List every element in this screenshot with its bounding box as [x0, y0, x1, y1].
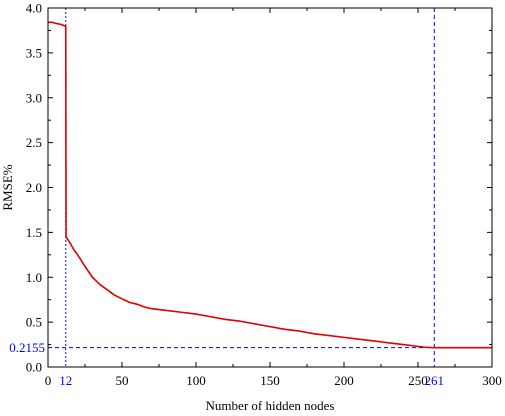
y-tick-label: 2.0 [26, 180, 42, 195]
plot-frame [47, 7, 493, 368]
x-tick-label: 200 [334, 373, 354, 388]
y-tick-label: 0.5 [26, 315, 42, 330]
x-tick-label: 300 [482, 373, 502, 388]
y-tick-label: 2.5 [26, 135, 42, 150]
y-tick-label: 1.0 [26, 270, 42, 285]
annotation-layer: 0.2155 12 261 [9, 8, 492, 388]
y-tick-label: 3.5 [26, 45, 42, 60]
series-layer [48, 21, 492, 349]
ticks-layer: 0 50 100 150 200 250 300 0.0 0.5 1.0 1.5 2.0 2.5 3.0 3… [26, 1, 502, 389]
x-tick-label: 100 [186, 373, 206, 388]
vline-12-label: 12 [59, 373, 72, 388]
y-axis-label: RMSE% [0, 164, 15, 210]
y-tick-label: 1.5 [26, 225, 42, 240]
vline-261-label: 261 [425, 373, 445, 388]
x-tick-label: 0 [45, 373, 52, 388]
hline-label: 0.2155 [9, 340, 45, 355]
y-tick-label: 3.0 [26, 90, 42, 105]
x-tick-label: 50 [116, 373, 129, 388]
y-tick-label: 0.0 [26, 360, 42, 375]
x-tick-label: 150 [260, 373, 280, 388]
rmse-series-line [48, 21, 492, 349]
y-tick-label: 4.0 [26, 1, 42, 16]
x-axis-label: Number of hidden nodes [206, 398, 335, 413]
x-tick-label: 250 [408, 373, 428, 388]
